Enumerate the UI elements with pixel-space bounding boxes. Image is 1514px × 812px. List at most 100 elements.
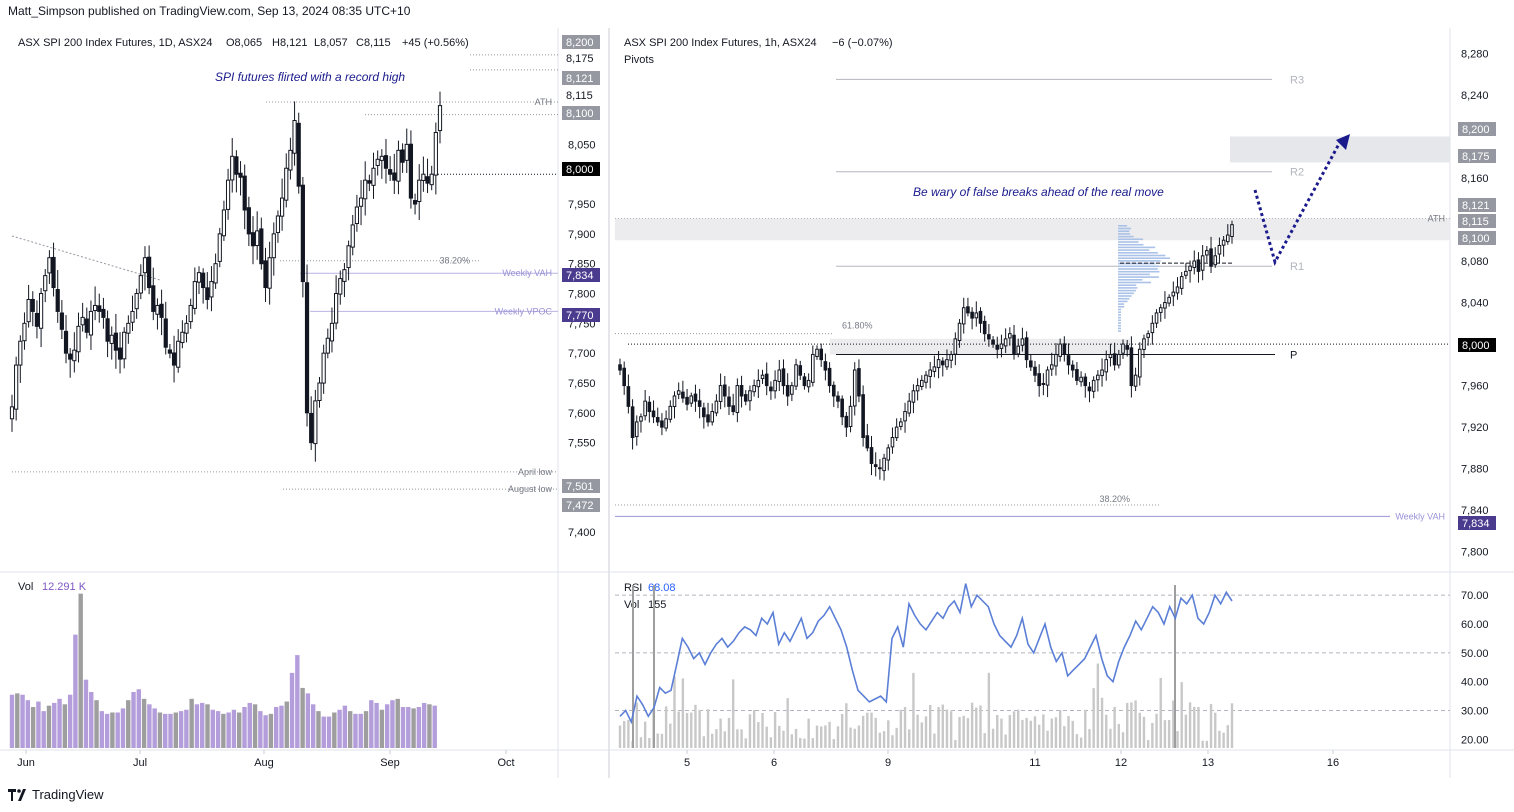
hourly-candle — [714, 400, 719, 414]
daily-candle — [76, 325, 81, 353]
hourly-volume-bar — [1046, 730, 1049, 748]
daily-y-tick-label: 7,800 — [568, 289, 596, 301]
hourly-volume-bar — [928, 704, 932, 748]
hourly-y-tick-label: 7,920 — [1461, 422, 1489, 434]
daily-candle — [234, 156, 239, 175]
daily-candle — [392, 172, 397, 181]
hourly-candle — [1217, 244, 1222, 255]
hourly-volume-bar — [924, 716, 928, 748]
daily-august-low-label: August low — [508, 484, 553, 494]
hourly-candle — [769, 386, 773, 392]
hourly-y-tick-label: 7,800 — [1461, 547, 1489, 559]
hourly-candle — [831, 384, 836, 397]
hourly-candle — [819, 348, 824, 361]
daily-volume-bar — [221, 713, 226, 748]
hourly-candle — [1079, 376, 1083, 383]
daily-volume-bar — [157, 712, 163, 748]
daily-y-tick-label: 7,550 — [568, 438, 596, 450]
daily-price-badge: 7,472 — [566, 500, 594, 512]
daily-volume-bar — [247, 702, 252, 748]
daily-volume-bar — [189, 698, 194, 748]
hourly-candle — [676, 390, 681, 395]
hourly-volume-bar — [912, 672, 915, 748]
daily-candle — [105, 318, 110, 342]
daily-y-tick-label: 7,700 — [568, 348, 596, 360]
hourly-y-tick-label: 8,240 — [1461, 90, 1489, 102]
hourly-volume-bar — [782, 730, 785, 748]
hourly-x-tick-label: 6 — [771, 757, 777, 769]
footer: TradingView — [8, 787, 104, 802]
hourly-candle — [760, 374, 765, 380]
daily-candle — [354, 206, 359, 225]
daily-volume-bar — [268, 713, 274, 748]
hourly-candle — [852, 369, 857, 407]
daily-volume-bar — [279, 705, 284, 748]
daily-volume-bar — [41, 711, 46, 748]
hourly-candle — [991, 339, 995, 345]
daily-volume-bar — [20, 694, 25, 748]
hourly-volume-profile-bar — [1118, 241, 1139, 243]
hourly-candle — [928, 369, 932, 377]
hourly-volume-bar — [1067, 716, 1070, 748]
hourly-x-tick-label: 13 — [1202, 757, 1214, 769]
hourly-candle — [618, 364, 622, 371]
hourly-volume-bar — [1151, 722, 1154, 748]
hourly-candle — [689, 395, 694, 404]
hourly-volume-bar — [1222, 732, 1225, 748]
hourly-candle — [1008, 333, 1012, 339]
daily-volume-bar — [173, 712, 179, 748]
daily-volume-bar — [390, 700, 395, 748]
hourly-volume-bar — [1155, 713, 1158, 748]
hourly-candle — [869, 447, 874, 464]
hourly-volume-profile-bar — [1118, 238, 1144, 241]
daily-candle — [155, 304, 160, 315]
hourly-volume-profile-bar — [1118, 281, 1152, 284]
hourly-volume-bar — [811, 738, 815, 748]
hourly-candle — [957, 322, 962, 342]
daily-candle — [225, 179, 231, 210]
hourly-candle — [697, 400, 702, 407]
daily-price-badge-bg — [562, 35, 600, 49]
hourly-volume-bar — [799, 737, 802, 748]
daily-candle — [72, 349, 77, 362]
hourly-volume-bar — [690, 712, 693, 748]
hourly-volume-bar — [1126, 702, 1129, 748]
hourly-candle — [710, 411, 715, 423]
daily-volume-bar — [411, 708, 416, 748]
hourly-candle — [1179, 276, 1184, 289]
hourly-candle — [1184, 270, 1188, 276]
hourly-candle — [731, 405, 735, 413]
hourly-volume-profile-bar — [1118, 319, 1121, 322]
hourly-volume-profile-bar — [1118, 308, 1121, 311]
daily-volume-bar — [337, 709, 342, 748]
daily-candle — [284, 167, 289, 201]
hourly-change: −6 (−0.07%) — [832, 37, 893, 49]
hourly-candle — [1058, 343, 1062, 357]
hourly-volume-profile-bar — [1118, 227, 1132, 230]
daily-volume-bar — [237, 712, 242, 748]
hourly-subtitle: Pivots — [624, 54, 654, 66]
hourly-volume-bar — [1054, 717, 1058, 748]
hourly-candle — [1054, 353, 1058, 367]
daily-high: H8,121 — [272, 37, 307, 49]
hourly-volume-profile-bar — [1118, 279, 1143, 281]
daily-price-badge-bg — [562, 162, 600, 176]
hourly-volume-bar — [1037, 724, 1041, 748]
hourly-volume-spike — [1174, 585, 1176, 748]
daily-candle — [159, 303, 164, 318]
daily-candle — [109, 334, 114, 344]
daily-trendline — [11, 235, 161, 281]
daily-volume-bar — [210, 709, 215, 748]
hourly-candle — [693, 393, 698, 402]
hourly-volume-profile-bar — [1118, 289, 1136, 292]
rsi-y-tick-label: 70.00 — [1461, 590, 1489, 602]
hourly-volume-bar — [673, 676, 676, 748]
hourly-candle — [873, 464, 878, 468]
hourly-volume-bar — [1201, 740, 1204, 748]
hourly-volume-bar — [849, 727, 852, 748]
daily-volume-bar — [52, 702, 57, 748]
hourly-candle — [995, 344, 1000, 350]
hourly-arrow-head — [1336, 134, 1350, 150]
daily-candle — [346, 245, 351, 269]
